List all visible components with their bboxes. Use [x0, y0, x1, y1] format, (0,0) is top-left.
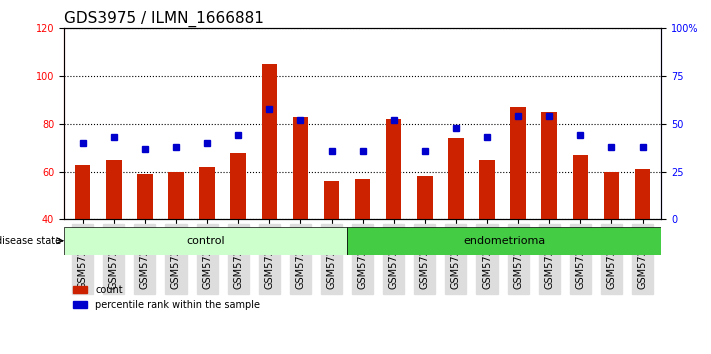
Text: control: control	[186, 236, 225, 246]
Text: GDS3975 / ILMN_1666881: GDS3975 / ILMN_1666881	[64, 11, 264, 27]
Bar	[635, 169, 651, 219]
Bar	[169, 172, 183, 219]
Bar	[386, 119, 402, 219]
Bar	[230, 153, 246, 219]
Bar	[448, 138, 464, 219]
Bar	[324, 181, 339, 219]
Bar	[137, 174, 153, 219]
Legend: count, percentile rank within the sample: count, percentile rank within the sample	[69, 281, 264, 314]
Bar	[199, 167, 215, 219]
Bar	[417, 176, 432, 219]
Bar	[75, 165, 90, 219]
Text: disease state: disease state	[0, 236, 60, 246]
Bar	[510, 107, 526, 219]
FancyBboxPatch shape	[64, 227, 347, 255]
Bar	[542, 112, 557, 219]
Bar	[293, 117, 308, 219]
Bar	[572, 155, 588, 219]
FancyBboxPatch shape	[347, 227, 661, 255]
Bar	[106, 160, 122, 219]
Text: endometrioma: endometrioma	[463, 236, 545, 246]
Bar	[604, 172, 619, 219]
Bar	[479, 160, 495, 219]
Bar	[262, 64, 277, 219]
Bar	[355, 179, 370, 219]
